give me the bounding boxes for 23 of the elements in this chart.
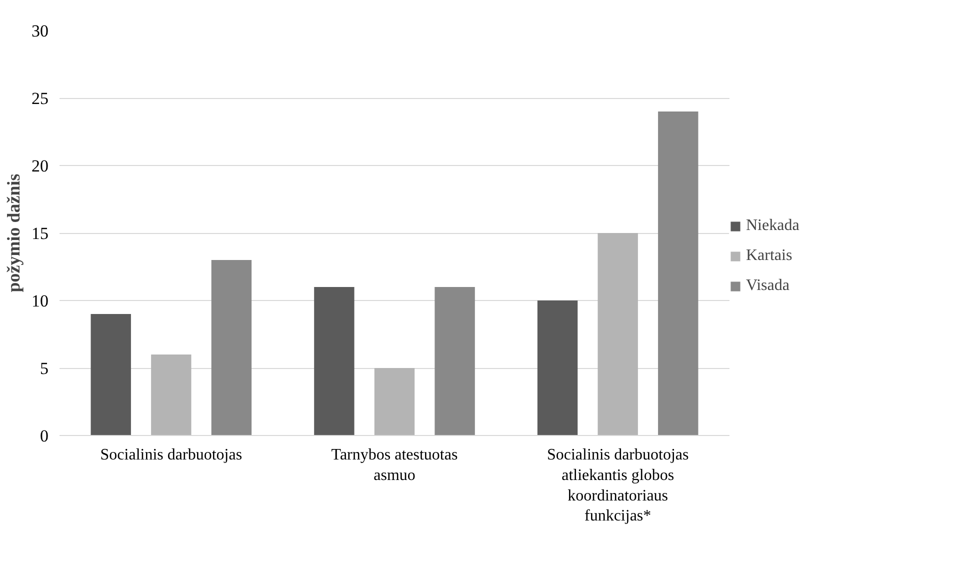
bar — [434, 287, 475, 436]
y-axis-title: požymio dažnis — [4, 174, 24, 292]
bar — [90, 314, 131, 436]
x-tick-label: Tarnybos atestuotas asmuo — [331, 446, 458, 484]
bar — [537, 300, 578, 436]
y-tick-label: 25 — [32, 89, 48, 108]
bar — [211, 260, 252, 436]
bar — [658, 112, 698, 436]
y-tick-label: 10 — [32, 292, 48, 310]
bar — [598, 233, 638, 436]
y-tick-label: 15 — [32, 224, 48, 243]
y-tick-label: 0 — [40, 426, 48, 446]
legend-label: Niekada — [746, 217, 800, 235]
x-tick-label: Socialinis darbuotojas atliekantis globos koordinatoriaus funkcijas* — [546, 446, 689, 525]
bar — [374, 368, 415, 436]
legend-label: Visada — [746, 277, 790, 295]
y-tick-label: 30 — [32, 22, 48, 40]
bar — [314, 287, 354, 436]
bar — [151, 354, 192, 436]
x-tick-label: Socialinis darbuotojas — [100, 446, 242, 464]
legend-label: Kartais — [746, 247, 792, 265]
y-tick-label: 5 — [40, 359, 48, 378]
y-tick-label: 20 — [32, 156, 48, 176]
